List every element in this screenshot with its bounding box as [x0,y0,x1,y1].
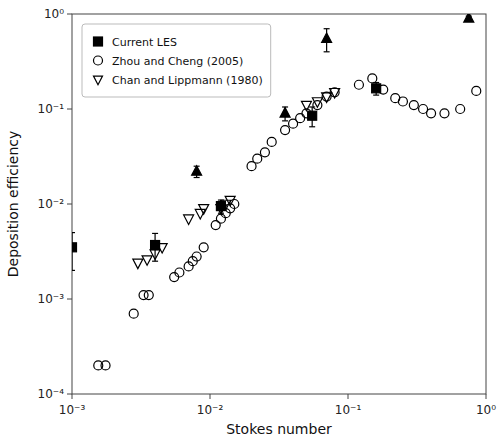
error-bar-cap [309,106,315,107]
legend-label: Zhou and Cheng (2005) [112,55,243,68]
axes: 10⁻³ 10⁻² 10⁻¹ 10⁰ 10⁻⁴ 10⁻³ 10⁻² 10⁻¹ 10⁰ [38,7,497,417]
y-tick [67,204,72,205]
error-bar-cap [282,120,288,121]
legend-box [82,24,271,97]
point [139,291,148,300]
legend-marker [94,76,103,85]
y-axis-label: Deposition efficiency [5,131,21,278]
legend-label: Chan and Lippmann (1980) [112,74,263,87]
point [216,214,225,223]
point [398,97,407,106]
y-tick [67,109,72,110]
point [101,361,110,370]
error-bar-cap [373,95,379,96]
point [142,256,152,266]
point [372,84,381,93]
point [296,114,305,123]
y-tick-label: 10⁻⁴ [38,387,65,401]
point [312,98,322,108]
legend-label: Current LES [112,36,177,49]
legend-marker [94,56,103,65]
x-tick [348,394,349,399]
point [354,80,363,89]
x-tick [210,394,211,399]
error-bar-cap [72,270,75,271]
legend-marker [94,37,103,46]
point [211,221,220,230]
x-tick-label: 10⁰ [476,403,496,417]
point [129,309,138,318]
y-tick [67,299,72,300]
y-tick [67,394,72,395]
x-tick-label: 10⁻³ [59,403,86,417]
point [253,154,262,163]
point [280,108,290,118]
error-bar-cap [194,177,200,178]
x-tick [486,394,487,399]
y-tick [67,14,72,15]
point [368,74,377,83]
y-tick-label: 10⁻² [38,197,65,211]
point [151,241,160,250]
point [427,109,436,118]
point [175,268,184,277]
point [260,148,269,157]
point [464,14,474,22]
series [94,74,481,370]
point [144,291,153,300]
point [281,126,290,135]
point [184,215,194,225]
x-tick-label: 10⁻¹ [335,403,362,417]
error-bar-cap [324,28,330,29]
error-bar-cap [152,233,158,234]
x-axis-label: Stokes number [226,421,332,437]
point [301,101,311,111]
point [133,259,143,269]
series [72,83,381,271]
point [322,33,332,42]
error-bar-cap [152,261,158,262]
x-tick-label: 10⁻² [197,403,224,417]
point [225,196,235,206]
plot-area [72,14,481,370]
y-tick-label: 10⁰ [44,7,64,21]
point [440,109,449,118]
point [456,105,465,114]
chart: 10⁻³ 10⁻² 10⁻¹ 10⁰ 10⁻⁴ 10⁻³ 10⁻² 10⁻¹ 10⁰ Stokes… [0,0,500,446]
legend: Current LES Zhou and Cheng (2005) Chan and… [82,24,271,97]
error-bar-cap [324,51,330,52]
point [199,205,209,215]
series [133,89,340,269]
point [192,252,201,261]
error-bar-cap [218,213,224,214]
point [308,111,317,120]
y-tick-label: 10⁻³ [38,292,65,306]
point [199,243,208,252]
plot-frame [72,14,486,394]
point [322,93,332,103]
error-bar-cap [72,232,75,233]
error-bar-cap [309,126,315,127]
error-bar-cap [218,199,224,200]
point [409,101,418,110]
point [216,202,225,211]
y-tick-label: 10⁻¹ [38,102,65,116]
error-bar-cap [373,82,379,83]
point [72,243,77,252]
point [267,137,276,146]
point [330,89,340,99]
x-tick [72,394,73,399]
point [472,86,481,95]
point [192,166,202,176]
